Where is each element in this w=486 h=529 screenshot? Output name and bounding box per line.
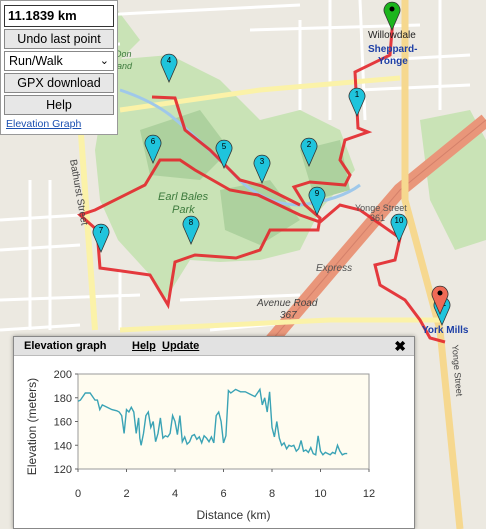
x-tick-label: 2 bbox=[123, 488, 129, 500]
yonge-street-road bbox=[401, 0, 464, 529]
elevation-chart: 120 140 160 180 200 0 2 4 6 8 10 12 Distance (km) Ele… bbox=[25, 369, 375, 522]
undo-button[interactable]: Undo last point bbox=[4, 29, 114, 49]
sheppard-road bbox=[119, 75, 401, 113]
start-marker[interactable] bbox=[383, 1, 401, 31]
y-tick-label: 140 bbox=[54, 440, 72, 452]
label-yonge: Yonge bbox=[378, 56, 408, 67]
y-tick-label: 180 bbox=[54, 393, 72, 405]
label-yonge-street-v: Yonge Street bbox=[450, 344, 465, 397]
x-tick-label: 8 bbox=[269, 488, 275, 500]
marker-1[interactable]: 1 bbox=[348, 87, 366, 117]
x-tick-label: 4 bbox=[172, 488, 178, 500]
marker-label: 10 bbox=[395, 216, 404, 225]
bathurst-road bbox=[77, 119, 98, 331]
avenue-road bbox=[119, 317, 440, 333]
marker-label: 4 bbox=[167, 56, 172, 65]
label-yonge-street: Yonge Street bbox=[355, 203, 407, 213]
woodland bbox=[140, 110, 230, 180]
marker-6[interactable]: 6 bbox=[144, 134, 162, 164]
marker-10[interactable]: 10 bbox=[390, 213, 408, 243]
marker-label: 6 bbox=[151, 137, 156, 146]
marker-label: 9 bbox=[315, 189, 320, 198]
label-park: Park bbox=[172, 204, 195, 216]
label-avenue-road: Avenue Road bbox=[256, 298, 318, 309]
marker-label: 7 bbox=[99, 226, 104, 235]
gpx-download-button[interactable]: GPX download bbox=[4, 73, 114, 93]
marker-label: 8 bbox=[189, 218, 194, 227]
label-sheppard: Sheppard- bbox=[368, 44, 417, 55]
distance-display: 11.1839 km bbox=[4, 5, 114, 27]
plot-area bbox=[77, 373, 370, 470]
label-express: Express bbox=[316, 263, 352, 274]
help-button[interactable]: Help bbox=[4, 95, 114, 115]
control-panel: 11.1839 km Undo last point Run/Walk ⌄ GPX… bbox=[0, 0, 118, 135]
x-tick-label: 6 bbox=[220, 488, 226, 500]
x-tick-label: 10 bbox=[314, 488, 326, 500]
label-york-mills: York Mills bbox=[422, 325, 469, 336]
elevation-help-link[interactable]: Help bbox=[132, 340, 156, 352]
label-don: Don bbox=[115, 49, 132, 59]
y-tick-label: 200 bbox=[54, 369, 72, 381]
marker-label: 2 bbox=[307, 140, 312, 149]
highway-401-edge bbox=[254, 119, 486, 361]
park-area-east bbox=[420, 110, 486, 250]
marker-label: 5 bbox=[222, 142, 227, 151]
label-willowdale: Willowdale bbox=[368, 30, 416, 41]
marker-7[interactable]: 7 bbox=[92, 223, 110, 253]
y-axis-label: Elevation (meters) bbox=[25, 378, 39, 475]
x-tick-label: 0 bbox=[75, 488, 81, 500]
x-tick-label: 12 bbox=[363, 488, 375, 500]
label-land: land bbox=[115, 61, 133, 71]
close-icon[interactable]: ✖ bbox=[394, 338, 406, 354]
mode-value: Run/Walk bbox=[9, 54, 63, 68]
elevation-update-link[interactable]: Update bbox=[162, 340, 200, 352]
marker-8[interactable]: 8 bbox=[182, 215, 200, 245]
marker-3[interactable]: 3 bbox=[253, 154, 271, 184]
chevron-down-icon: ⌄ bbox=[99, 55, 109, 67]
elevation-line bbox=[77, 387, 348, 456]
marker-2[interactable]: 2 bbox=[300, 137, 318, 167]
y-tick-label: 160 bbox=[54, 417, 72, 429]
marker-4[interactable]: 4 bbox=[160, 53, 178, 83]
marker-5[interactable]: 5 bbox=[215, 139, 233, 169]
park-area bbox=[95, 55, 355, 300]
elevation-graph-link[interactable]: Elevation Graph bbox=[6, 118, 82, 130]
label-yonge-num: 361 bbox=[370, 213, 385, 223]
elevation-graph-window: Elevation graph Help Update ✖ 120 140 160 1… bbox=[13, 336, 415, 529]
elevation-graph-header: Elevation graph Help Update ✖ bbox=[14, 337, 414, 356]
marker-9[interactable]: 9 bbox=[308, 186, 326, 216]
label-earl-bales: Earl Bales bbox=[158, 191, 209, 203]
y-tick-label: 120 bbox=[54, 464, 72, 476]
elevation-graph-title: Elevation graph bbox=[24, 340, 107, 352]
mode-select[interactable]: Run/Walk ⌄ bbox=[4, 51, 114, 71]
marker-label: 3 bbox=[260, 157, 265, 166]
end-marker[interactable] bbox=[431, 285, 449, 315]
x-axis-label: Distance (km) bbox=[196, 508, 270, 522]
marker-label: 1 bbox=[355, 90, 360, 99]
label-avenue-num: 367 bbox=[280, 310, 297, 321]
